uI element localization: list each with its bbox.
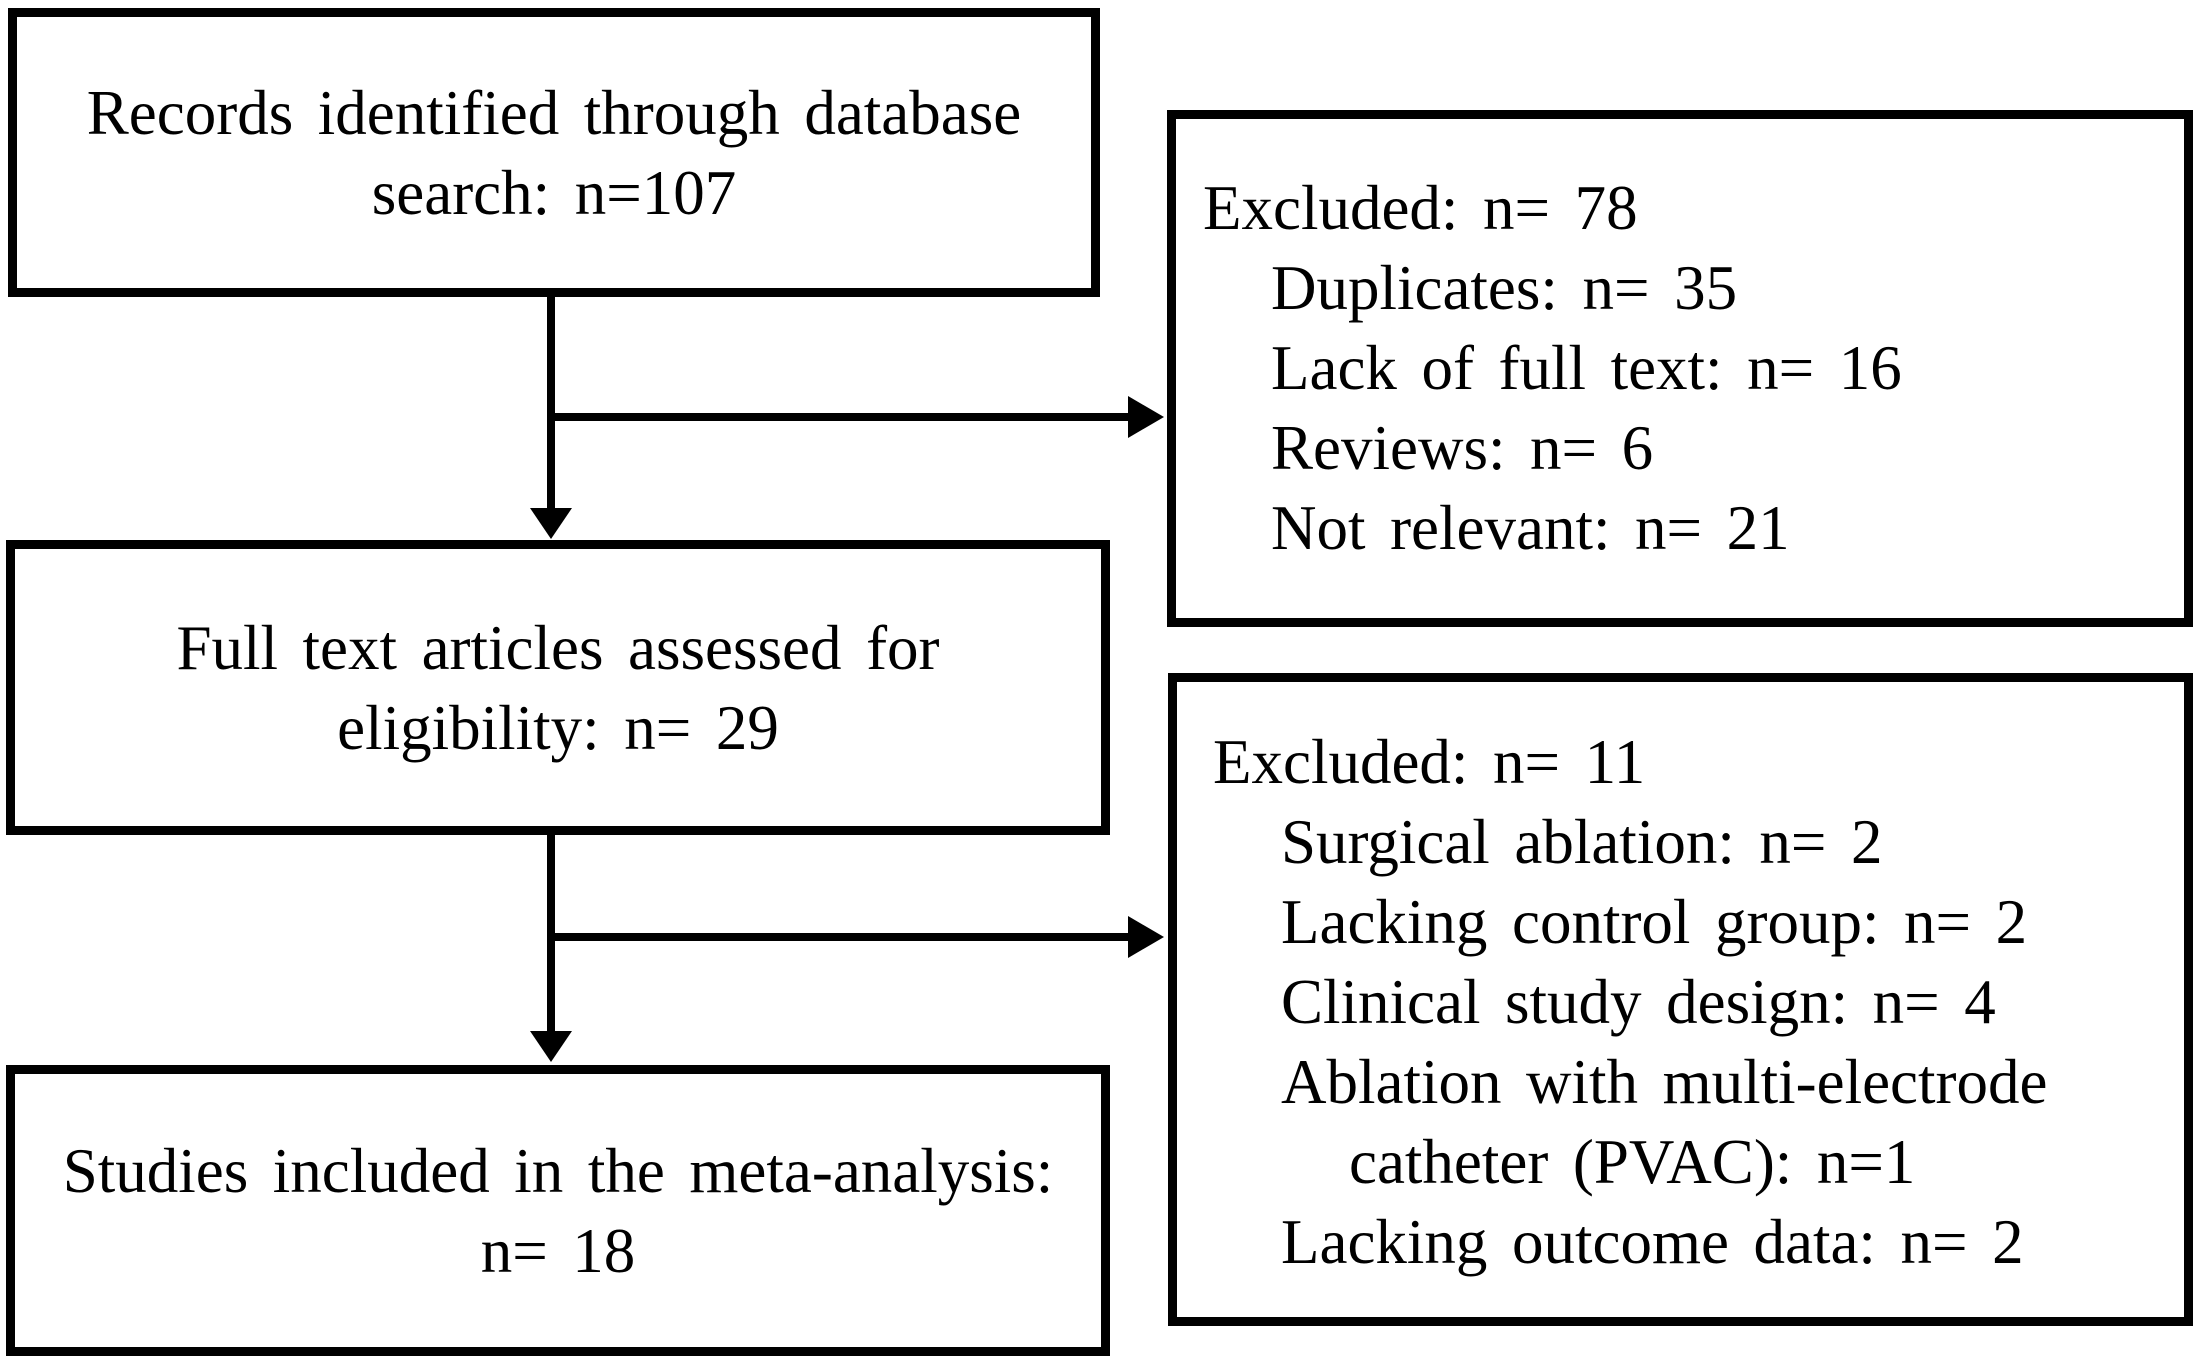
arrow-down-icon bbox=[530, 1031, 572, 1062]
excluded-full-text-item: Ablation with multi-electrode bbox=[1281, 1047, 2048, 1117]
excluded-full-text-item-continuation: catheter (PVAC): n=1 bbox=[1349, 1127, 1916, 1197]
excluded-full-text-item: Surgical ablation: n= 2 bbox=[1281, 807, 1883, 877]
excluded-full-text-item: Lacking control group: n= 2 bbox=[1281, 887, 2028, 957]
excluded-records-item: Not relevant: n= 21 bbox=[1271, 493, 1790, 563]
excluded-records-item: Duplicates: n= 35 bbox=[1271, 253, 1738, 323]
arrow-down-icon bbox=[530, 508, 572, 539]
studies-included-line-1: Studies included in the meta-analysis: bbox=[62, 1135, 1054, 1206]
excluded-records-title: Excluded: n= 78 bbox=[1203, 173, 1638, 243]
connector-branch-1 bbox=[551, 413, 1128, 421]
studies-included-line-2: n= 18 bbox=[480, 1215, 636, 1286]
records-identified-line-2: search: n=107 bbox=[371, 157, 737, 228]
excluded-full-text-item: Clinical study design: n= 4 bbox=[1281, 967, 1996, 1037]
records-identified-box: Records identified through database sear… bbox=[8, 8, 1100, 297]
excluded-records-item: Lack of full text: n= 16 bbox=[1271, 333, 1902, 403]
connector-branch-2 bbox=[551, 933, 1128, 941]
arrow-right-icon bbox=[1128, 396, 1164, 438]
records-identified-line-1: Records identified through database bbox=[86, 77, 1022, 148]
excluded-full-text-item: Lacking outcome data: n= 2 bbox=[1281, 1207, 2024, 1277]
connector-vertical-1 bbox=[547, 297, 555, 510]
arrow-right-icon bbox=[1128, 916, 1164, 958]
full-text-assessed-box: Full text articles assessed for eligibil… bbox=[6, 540, 1110, 835]
excluded-records-box: Excluded: n= 78 Duplicates: n= 35 Lack o… bbox=[1167, 110, 2193, 627]
excluded-records-item: Reviews: n= 6 bbox=[1271, 413, 1654, 483]
full-text-assessed-line-2: eligibility: n= 29 bbox=[337, 692, 779, 763]
studies-included-box: Studies included in the meta-analysis: n… bbox=[6, 1065, 1110, 1356]
full-text-assessed-line-1: Full text articles assessed for bbox=[176, 612, 940, 683]
excluded-full-text-title: Excluded: n= 11 bbox=[1213, 727, 1646, 797]
excluded-full-text-box: Excluded: n= 11 Surgical ablation: n= 2 … bbox=[1168, 673, 2193, 1326]
